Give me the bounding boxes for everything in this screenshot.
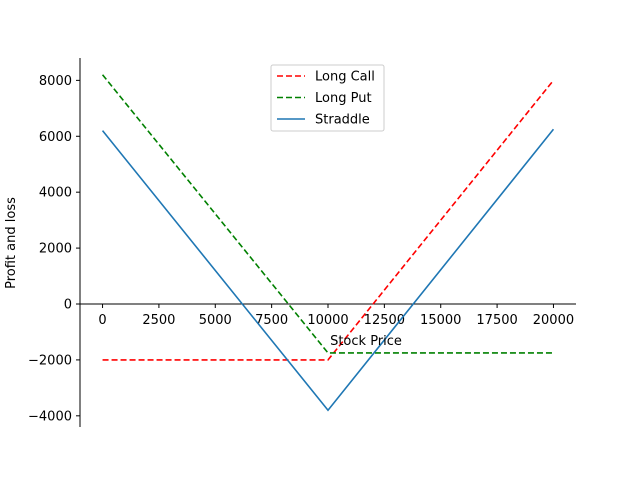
y-tick-label: 6000 <box>39 130 72 145</box>
x-tick-label: 7500 <box>255 313 288 328</box>
x-tick-label: 0 <box>98 313 106 328</box>
y-tick-label: 0 <box>64 298 72 313</box>
legend: Long Call Long Put Straddle <box>270 64 385 132</box>
legend-label: Long Put <box>315 91 372 106</box>
series-line-long-put <box>101 74 554 354</box>
x-tick-label: 5000 <box>199 313 232 328</box>
x-tick-label: 20000 <box>533 313 574 328</box>
series-layer <box>101 74 555 412</box>
series-line-long-call <box>102 79 555 361</box>
y-tick-label: 8000 <box>39 74 72 89</box>
x-tick-label: 2500 <box>142 313 175 328</box>
y-tick-label: 4000 <box>39 186 72 201</box>
y-axis-label: Profit and loss <box>4 197 19 289</box>
x-tick-label: 12500 <box>364 313 405 328</box>
y-tick-label: −4000 <box>28 409 72 424</box>
y-tick-label: −2000 <box>28 353 72 368</box>
x-tick-label: 15000 <box>420 313 461 328</box>
series-line-straddle <box>101 128 555 412</box>
legend-label: Straddle <box>315 113 370 128</box>
x-tick-label: 10000 <box>307 313 348 328</box>
legend-label: Long Call <box>315 70 375 85</box>
x-axis-label: Stock Price <box>330 334 402 349</box>
x-tick-label: 17500 <box>476 313 517 328</box>
legend-box <box>270 64 385 132</box>
axes: −4000 −2000 0 2000 4000 6000 8000 0 2500 5000 7500… <box>28 58 576 427</box>
y-tick-label: 2000 <box>39 242 72 257</box>
